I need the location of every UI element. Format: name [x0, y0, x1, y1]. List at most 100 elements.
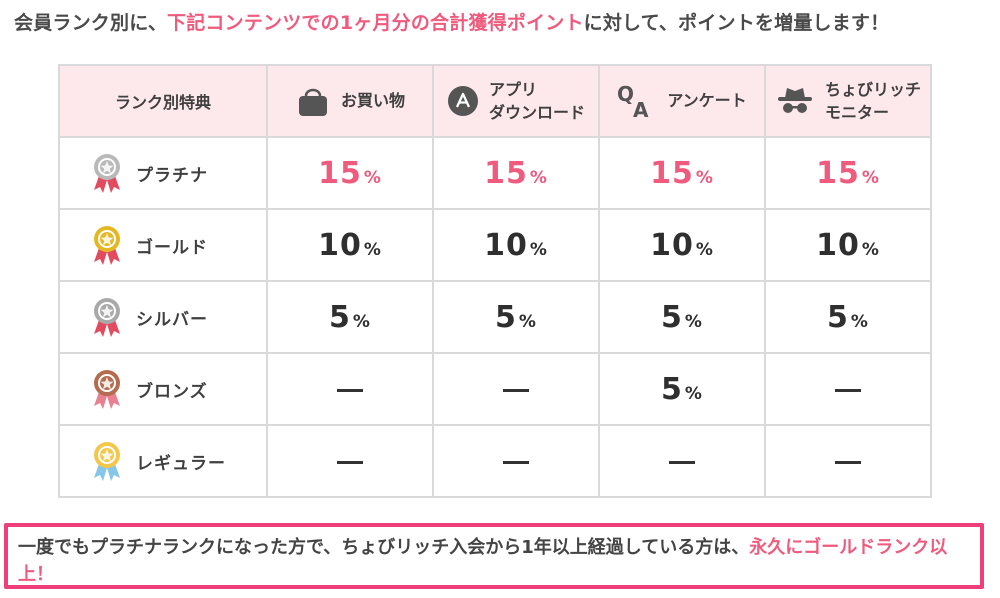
not-applicable-dash	[669, 460, 695, 464]
note-highlight: 永久にゴールドランク以上！	[18, 537, 948, 585]
rank-row-bronze: ブロンズ 5%	[58, 352, 932, 426]
bonus-cell: 15%	[764, 136, 932, 210]
percent-sign: %	[529, 239, 548, 260]
bonus-cell: 10%	[598, 208, 766, 282]
bonus-number: 10	[318, 227, 362, 263]
permanent-gold-note: 一度でもプラチナランクになった方で、ちょびリッチ入会から1年以上経過している方は…	[4, 523, 984, 589]
not-applicable-dash	[835, 460, 861, 464]
bonus-cell: 5%	[764, 280, 932, 354]
bonus-value: 15%	[650, 156, 714, 191]
header-monitor-label-line1: ちょびリッチ	[824, 79, 921, 99]
header-shopping: お買い物	[266, 64, 434, 138]
bonus-number: 15	[650, 155, 694, 191]
bonus-value: 15%	[484, 156, 548, 191]
svg-text:Q: Q	[617, 83, 634, 106]
bonus-number: 5	[661, 299, 683, 335]
percent-sign: %	[352, 311, 371, 332]
bonus-number: 5	[329, 299, 351, 335]
header-app-download: アプリ ダウンロード	[432, 64, 600, 138]
table-header-row: ランク別特典 お買い物	[58, 64, 932, 138]
rank-cell: ゴールド	[58, 208, 268, 282]
bonus-cell: 5%	[432, 280, 600, 354]
shopping-bag-icon	[295, 84, 331, 118]
rank-cell: ブロンズ	[58, 352, 268, 426]
not-applicable-dash	[337, 388, 363, 392]
header-monitor-label-line2: モニター	[824, 103, 889, 122]
bonus-number: 5	[827, 299, 849, 335]
rank-cell: レギュラー	[58, 424, 268, 498]
rank-cell: シルバー	[58, 280, 268, 354]
bonus-cell: 10%	[432, 208, 600, 282]
bonus-number: 5	[661, 371, 683, 407]
rank-name: プラチナ	[136, 165, 208, 186]
svg-text:A: A	[633, 98, 649, 119]
bonus-cell: 10%	[266, 208, 434, 282]
rank-benefit-table: ランク別特典 お買い物	[58, 64, 932, 498]
rank-name: ブロンズ	[136, 381, 208, 402]
bonus-value: 10%	[650, 228, 714, 263]
bonus-value: 15%	[816, 156, 880, 191]
bonus-number: 5	[495, 299, 517, 335]
not-applicable-dash	[835, 388, 861, 392]
header-monitor: ちょびリッチ モニター	[764, 64, 932, 138]
bonus-cell: 5%	[266, 280, 434, 354]
bonus-value: 10%	[816, 228, 880, 263]
app-download-icon	[447, 85, 479, 117]
percent-sign: %	[529, 167, 548, 188]
percent-sign: %	[695, 239, 714, 260]
bonus-value: 5%	[329, 300, 371, 335]
bonus-number: 10	[816, 227, 860, 263]
rank-row-gold: ゴールド 10% 10% 10% 10%	[58, 208, 932, 282]
header-app-label-line2: ダウンロード	[488, 103, 585, 122]
percent-sign: %	[363, 239, 382, 260]
header-app-label-line1: アプリ	[488, 79, 537, 99]
bonus-value: 10%	[484, 228, 548, 263]
note-part1: 一度でもプラチナランクになった方で、ちょびリッチ入会から1年以上経過している方は…	[18, 537, 750, 558]
bonus-cell: 5%	[598, 352, 766, 426]
bonus-value: 5%	[661, 372, 703, 407]
bonus-cell	[266, 352, 434, 426]
bonus-value: 5%	[827, 300, 869, 335]
medal-icon	[94, 442, 120, 481]
medal-icon	[94, 298, 120, 337]
bonus-value: 10%	[318, 228, 382, 263]
header-rank-benefits: ランク別特典	[58, 64, 268, 138]
header-survey-label: アンケート	[667, 91, 747, 111]
bonus-number: 10	[484, 227, 528, 263]
percent-sign: %	[684, 311, 703, 332]
medal-icon	[94, 226, 120, 265]
intro-part2: に対して、ポイントを増量します！	[583, 12, 890, 34]
rank-row-silver: シルバー 5% 5% 5% 5%	[58, 280, 932, 354]
bonus-value: 5%	[661, 300, 703, 335]
bonus-cell: 15%	[432, 136, 600, 210]
header-survey: Q A アンケート	[598, 64, 766, 138]
rank-row-platinum: プラチナ 15% 15% 15% 15%	[58, 136, 932, 210]
bonus-cell	[432, 424, 600, 498]
bonus-number: 10	[650, 227, 694, 263]
spy-hat-icon	[775, 84, 815, 118]
bonus-cell: 10%	[764, 208, 932, 282]
intro-text: 会員ランク別に、下記コンテンツでの1ヶ月分の合計獲得ポイントに対して、ポイントを…	[14, 8, 889, 35]
percent-sign: %	[850, 311, 869, 332]
bonus-value: 15%	[318, 156, 382, 191]
bonus-cell: 5%	[598, 280, 766, 354]
rank-row-regular: レギュラー	[58, 424, 932, 498]
medal-icon	[94, 370, 120, 409]
not-applicable-dash	[503, 460, 529, 464]
percent-sign: %	[861, 167, 880, 188]
not-applicable-dash	[337, 460, 363, 464]
percent-sign: %	[518, 311, 537, 332]
rank-name: レギュラー	[136, 453, 226, 474]
bonus-cell	[432, 352, 600, 426]
bonus-cell	[764, 424, 932, 498]
bonus-number: 15	[484, 155, 528, 191]
not-applicable-dash	[503, 388, 529, 392]
bonus-value: 5%	[495, 300, 537, 335]
bonus-number: 15	[318, 155, 362, 191]
bonus-cell	[598, 424, 766, 498]
intro-highlight: 下記コンテンツでの1ヶ月分の合計獲得ポイント	[167, 12, 584, 34]
intro-part1: 会員ランク別に、	[14, 12, 168, 34]
rank-name: ゴールド	[136, 237, 208, 258]
header-shopping-label: お買い物	[340, 91, 405, 111]
medal-icon	[94, 154, 120, 193]
